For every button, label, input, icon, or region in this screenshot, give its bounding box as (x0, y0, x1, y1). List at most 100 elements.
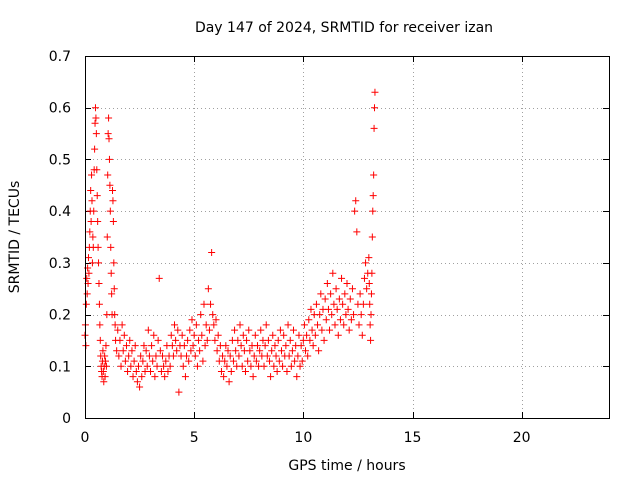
data-point (302, 347, 310, 355)
data-point (161, 373, 169, 381)
data-point (304, 352, 312, 360)
data-point (109, 186, 117, 194)
data-point (348, 285, 356, 293)
data-point (355, 321, 363, 329)
data-point (118, 321, 126, 329)
data-point (143, 362, 151, 370)
data-point (88, 259, 96, 267)
data-point (110, 259, 118, 267)
data-point (264, 336, 272, 344)
data-point (111, 321, 119, 329)
data-point (124, 367, 132, 375)
data-point (345, 326, 353, 334)
data-point (316, 311, 324, 319)
data-point (154, 336, 162, 344)
data-point (366, 321, 374, 329)
data-point (91, 145, 99, 153)
data-point (352, 197, 360, 205)
data-point (330, 300, 338, 308)
data-point (205, 326, 213, 334)
data-point (102, 342, 110, 350)
data-point (328, 311, 336, 319)
data-point (239, 331, 247, 339)
data-point (327, 290, 335, 298)
data-point (175, 388, 183, 396)
data-point (311, 331, 319, 339)
data-point (96, 336, 104, 344)
data-point (159, 352, 167, 360)
data-point (226, 352, 234, 360)
data-point (121, 357, 129, 365)
data-point (105, 114, 113, 122)
data-point (318, 326, 326, 334)
data-point (104, 171, 112, 179)
data-point (166, 362, 174, 370)
data-point (114, 326, 122, 334)
data-point (307, 305, 315, 313)
data-point (278, 347, 285, 355)
data-point (359, 300, 367, 308)
data-point (102, 362, 110, 370)
data-point (137, 352, 145, 360)
data-point (119, 347, 127, 355)
data-point (336, 316, 344, 324)
y-tick-label: 0 (62, 411, 71, 427)
chart-title: Day 147 of 2024, SRMTID for receiver iza… (195, 20, 493, 36)
data-point (280, 331, 288, 339)
y-tick-label: 0.5 (49, 152, 71, 168)
data-point (356, 290, 364, 298)
y-tick-label: 0.2 (49, 308, 71, 324)
data-point (144, 326, 152, 334)
data-point (209, 311, 217, 319)
data-point (85, 269, 93, 277)
data-point (241, 367, 249, 375)
data-point (262, 321, 270, 329)
data-point (109, 217, 117, 225)
data-point (237, 342, 245, 350)
data-point (101, 352, 109, 360)
data-point (323, 280, 331, 288)
data-point (86, 228, 94, 236)
data-point (268, 347, 276, 355)
data-point (120, 331, 128, 339)
data-point (353, 228, 361, 236)
data-point (102, 357, 110, 365)
y-tick-label: 0.6 (49, 101, 71, 117)
data-point (94, 243, 102, 251)
data-point (164, 367, 172, 375)
data-point (106, 207, 114, 215)
data-point (103, 233, 111, 241)
data-point (338, 274, 346, 282)
data-point (95, 280, 103, 288)
data-point (200, 300, 208, 308)
data-point (231, 326, 239, 334)
data-point (224, 347, 232, 355)
data-point (300, 321, 308, 329)
data-point (100, 378, 108, 386)
data-point (272, 352, 280, 360)
data-point (287, 362, 295, 370)
data-point (245, 326, 253, 334)
plot-frame (85, 56, 610, 419)
data-point (276, 326, 284, 334)
data-point (211, 336, 219, 344)
data-point (202, 321, 210, 329)
data-point (368, 233, 376, 241)
data-point (89, 233, 97, 241)
data-point (91, 119, 99, 127)
data-points (81, 88, 379, 396)
data-point (256, 347, 264, 355)
data-point (138, 373, 146, 381)
data-point (246, 347, 254, 355)
data-point (286, 336, 294, 344)
y-tick-label: 0.7 (49, 49, 71, 65)
data-point (105, 135, 113, 143)
data-point (293, 373, 301, 381)
data-point (139, 357, 147, 365)
data-point (367, 336, 375, 344)
data-point (263, 352, 271, 360)
data-point (108, 290, 116, 298)
data-point (219, 352, 227, 360)
data-point (244, 357, 252, 365)
